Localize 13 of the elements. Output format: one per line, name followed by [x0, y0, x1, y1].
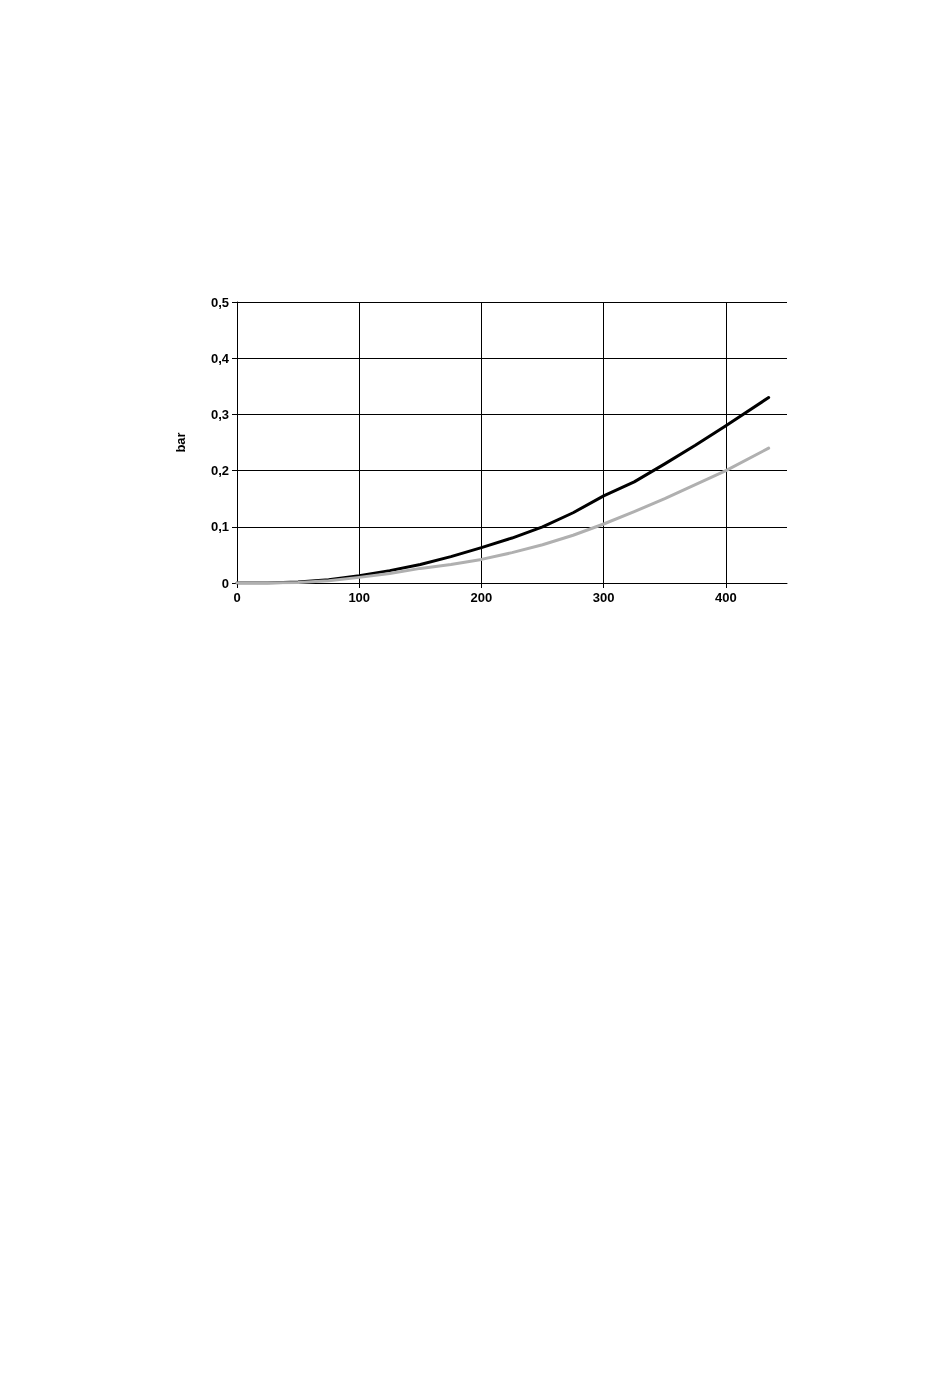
x-tick-label: 200 — [470, 590, 493, 605]
y-tick-label: 0,2 — [210, 463, 229, 479]
x-tick-label: 400 — [715, 590, 737, 605]
x-tick-label: 100 — [348, 590, 371, 605]
y-tick-label: 0 — [221, 575, 229, 591]
x-tick-label: 300 — [592, 590, 615, 605]
y-axis-title: bar — [173, 432, 188, 453]
line-series — [235, 446, 771, 585]
y-tick-label: 0,3 — [210, 406, 229, 422]
y-tick-label: 0,4 — [210, 350, 230, 366]
x-tick-label: 0 — [233, 590, 241, 605]
y-tick-label: 0,1 — [210, 519, 229, 535]
y-tick-label: 0,5 — [210, 294, 229, 310]
